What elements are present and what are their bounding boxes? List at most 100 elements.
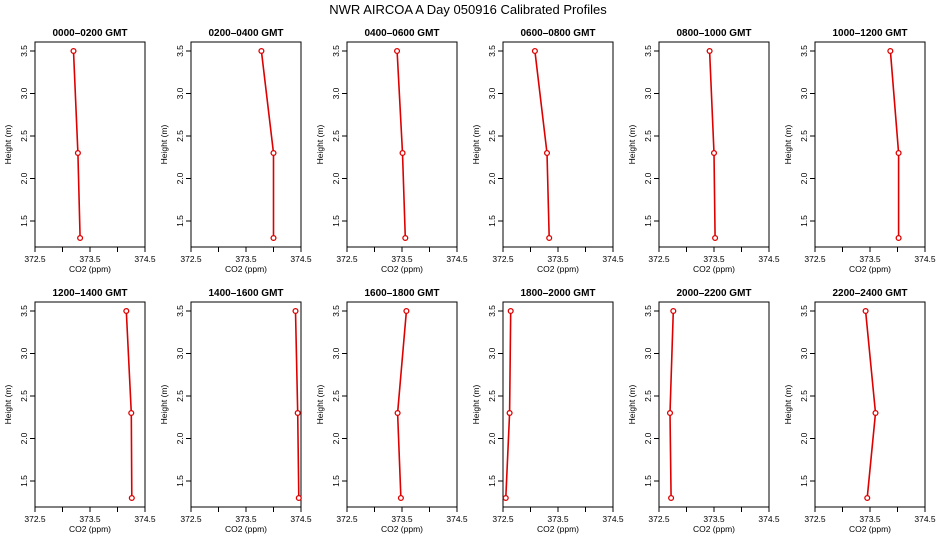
data-point xyxy=(270,149,277,157)
data-point xyxy=(864,494,871,502)
x-tick-label: 372.5 xyxy=(648,514,670,524)
y-tick-label: 2.5 xyxy=(331,130,341,142)
y-tick-label: 1.5 xyxy=(799,475,809,487)
y-tick-label: 3.5 xyxy=(487,305,497,317)
y-tick-label: 3.0 xyxy=(799,87,809,99)
profile-panel: 2200–2400 GMT 372.5 373.5 374.5 1.5 2.0 2.5 3.0… xyxy=(783,288,936,534)
data-point xyxy=(706,47,713,55)
y-tick-label: 2.0 xyxy=(19,432,29,444)
data-point xyxy=(394,409,401,417)
x-axis-label: CO2 (ppm) xyxy=(537,264,579,274)
x-axis-label: CO2 (ppm) xyxy=(225,264,267,274)
profile-panel: 0400–0600 GMT 372.5 373.5 374.5 1.5 2.0 2.5 3.0… xyxy=(315,28,468,274)
x-tick-label: 373.5 xyxy=(391,254,413,264)
panel-title: 1600–1800 GMT xyxy=(364,288,439,299)
y-axis-label: Height (m) xyxy=(159,125,169,165)
y-tick-label: 3.0 xyxy=(331,347,341,359)
profile-panel: 0200–0400 GMT 372.5 373.5 374.5 1.5 2.0 2.5 3.0… xyxy=(159,28,312,274)
plot-frame xyxy=(658,301,770,508)
y-axis-label: Height (m) xyxy=(783,125,793,165)
y-tick-label: 2.0 xyxy=(175,432,185,444)
y-tick-label: 1.5 xyxy=(175,215,185,227)
x-axis-label: CO2 (ppm) xyxy=(381,264,423,274)
y-tick-label: 3.5 xyxy=(19,45,29,57)
y-tick-label: 2.0 xyxy=(799,172,809,184)
panel-grid: 0000–0200 GMT 372.5 373.5 374.5 1.5 2.0 2.5 3.0… xyxy=(3,28,936,534)
x-tick-label: 373.5 xyxy=(79,254,101,264)
plot-frame xyxy=(34,301,146,508)
data-point xyxy=(295,494,302,502)
y-axis-label: Height (m) xyxy=(315,125,325,165)
x-tick-label: 374.5 xyxy=(446,254,468,264)
data-point xyxy=(128,409,135,417)
x-tick-label: 372.5 xyxy=(492,254,514,264)
x-tick-label: 372.5 xyxy=(804,254,826,264)
y-axis-label: Height (m) xyxy=(471,385,481,425)
y-tick-label: 2.0 xyxy=(487,172,497,184)
x-tick-label: 372.5 xyxy=(180,514,202,524)
data-point xyxy=(543,149,551,157)
panel-title: 1000–1200 GMT xyxy=(832,28,907,39)
x-tick-label: 374.5 xyxy=(446,514,468,524)
y-tick-label: 3.0 xyxy=(799,347,809,359)
x-tick-label: 374.5 xyxy=(758,514,780,524)
data-point xyxy=(872,409,879,417)
x-tick-label: 372.5 xyxy=(492,514,514,524)
y-tick-label: 3.0 xyxy=(487,347,497,359)
data-point xyxy=(74,149,81,157)
data-point xyxy=(895,149,902,157)
x-tick-label: 374.5 xyxy=(134,254,156,264)
data-point xyxy=(292,307,299,315)
data-point xyxy=(670,307,677,315)
y-tick-label: 3.5 xyxy=(19,305,29,317)
data-point xyxy=(123,307,130,315)
y-tick-label: 1.5 xyxy=(487,215,497,227)
profile-panel: 1600–1800 GMT 372.5 373.5 374.5 1.5 2.0 2.5 3.0… xyxy=(315,288,468,534)
data-point xyxy=(710,149,718,157)
y-tick-label: 1.5 xyxy=(19,215,29,227)
y-tick-label: 3.0 xyxy=(643,347,653,359)
x-tick-label: 372.5 xyxy=(180,254,202,264)
y-tick-label: 2.5 xyxy=(643,130,653,142)
x-tick-label: 373.5 xyxy=(235,514,257,524)
data-point xyxy=(666,409,674,417)
y-tick-label: 2.5 xyxy=(175,390,185,402)
y-tick-label: 3.5 xyxy=(643,305,653,317)
y-tick-label: 3.5 xyxy=(331,45,341,57)
x-tick-label: 373.5 xyxy=(703,514,725,524)
y-tick-label: 3.5 xyxy=(175,45,185,57)
panel-title: 1200–1400 GMT xyxy=(52,288,127,299)
data-point xyxy=(546,234,553,242)
x-tick-label: 372.5 xyxy=(648,254,670,264)
panel-title: 0600–0800 GMT xyxy=(520,28,595,39)
y-tick-label: 3.5 xyxy=(799,305,809,317)
data-point xyxy=(403,307,410,315)
y-axis-label: Height (m) xyxy=(159,385,169,425)
x-tick-label: 374.5 xyxy=(602,514,624,524)
y-tick-label: 2.0 xyxy=(331,172,341,184)
x-axis-label: CO2 (ppm) xyxy=(381,524,423,534)
profile-line xyxy=(125,310,133,499)
y-tick-label: 2.5 xyxy=(799,390,809,402)
x-tick-label: 373.5 xyxy=(391,514,413,524)
x-tick-label: 374.5 xyxy=(290,514,312,524)
y-tick-label: 2.0 xyxy=(331,432,341,444)
x-tick-label: 373.5 xyxy=(547,514,569,524)
x-tick-label: 374.5 xyxy=(758,254,780,264)
data-point xyxy=(399,149,406,157)
x-tick-label: 373.5 xyxy=(703,254,725,264)
x-tick-label: 372.5 xyxy=(336,254,358,264)
profile-panel: 1800–2000 GMT 372.5 373.5 374.5 1.5 2.0 2.5 3.0… xyxy=(471,288,624,534)
data-point xyxy=(506,409,513,417)
plot-frame xyxy=(814,41,926,248)
x-axis-label: CO2 (ppm) xyxy=(693,524,735,534)
data-point xyxy=(77,234,84,242)
x-axis-label: CO2 (ppm) xyxy=(849,264,891,274)
y-tick-label: 2.5 xyxy=(331,390,341,402)
y-tick-label: 1.5 xyxy=(799,215,809,227)
profile-line xyxy=(708,50,716,239)
plot-frame xyxy=(190,41,302,248)
data-point xyxy=(668,494,675,502)
y-tick-label: 1.5 xyxy=(331,215,341,227)
profile-panel: 0600–0800 GMT 372.5 373.5 374.5 1.5 2.0 2.5 3.0… xyxy=(471,28,624,274)
